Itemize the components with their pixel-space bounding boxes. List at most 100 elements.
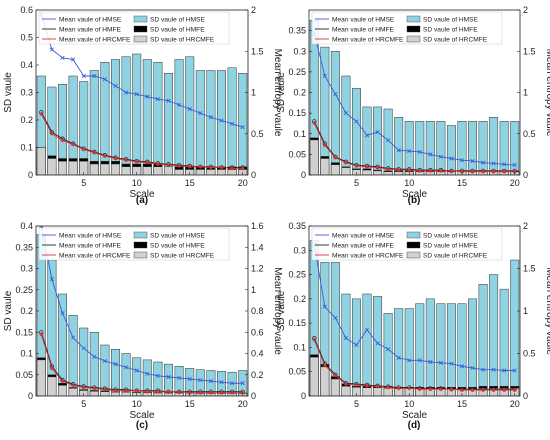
point bbox=[198, 111, 203, 116]
point bbox=[459, 364, 465, 369]
point bbox=[417, 149, 422, 154]
legend-swatch bbox=[406, 25, 421, 33]
x-axis-label: Scale bbox=[402, 410, 427, 421]
bar bbox=[185, 56, 195, 175]
point bbox=[219, 165, 224, 170]
point bbox=[240, 125, 245, 130]
y-tick-label: 0.2 bbox=[293, 294, 306, 304]
point bbox=[71, 383, 76, 388]
legend-label: Mean vaule of HRCMFE bbox=[59, 253, 131, 260]
bar bbox=[89, 163, 99, 175]
bar bbox=[195, 169, 205, 175]
y2-tick-label: 1 bbox=[523, 88, 528, 98]
legend-label: Mean vaule of HMSE bbox=[332, 233, 395, 240]
y2-tick-label: 1 bbox=[251, 88, 256, 98]
bar bbox=[373, 106, 383, 175]
bar bbox=[36, 75, 46, 175]
x-tick-label: 5 bbox=[354, 399, 359, 409]
point bbox=[502, 162, 507, 167]
y2-tick-label: 0 bbox=[523, 170, 528, 180]
bar bbox=[79, 81, 89, 175]
point bbox=[240, 166, 245, 171]
point bbox=[354, 163, 359, 168]
point bbox=[240, 381, 245, 386]
point bbox=[102, 358, 107, 364]
point bbox=[166, 374, 171, 379]
point bbox=[343, 336, 349, 341]
point bbox=[312, 337, 317, 342]
point bbox=[386, 347, 391, 352]
point bbox=[375, 341, 380, 346]
point bbox=[92, 150, 97, 155]
point bbox=[177, 163, 182, 168]
point bbox=[333, 373, 338, 378]
point bbox=[113, 388, 118, 393]
point bbox=[417, 358, 422, 363]
y2-tick-label: 2 bbox=[523, 221, 528, 231]
point bbox=[219, 118, 224, 123]
legend-label: Mean vaule of HRCMFE bbox=[59, 37, 131, 44]
point bbox=[375, 130, 380, 135]
bar bbox=[478, 284, 488, 396]
bar bbox=[362, 293, 372, 396]
legend-label: SD vaule of HMFE bbox=[423, 27, 478, 34]
legend-swatch bbox=[133, 241, 148, 249]
point bbox=[438, 154, 443, 159]
y-axis-label: SD vaule bbox=[276, 72, 287, 113]
bar bbox=[352, 88, 361, 175]
bar bbox=[330, 51, 340, 175]
point bbox=[354, 119, 359, 124]
y-tick-label: 0.1 bbox=[20, 349, 33, 359]
legend-label: Mean vaule of HMFE bbox=[59, 243, 122, 250]
y2-tick-label: 1.4 bbox=[251, 242, 264, 252]
y-tick-label: 0.05 bbox=[288, 149, 306, 159]
y-tick-label: 0.25 bbox=[288, 270, 306, 280]
point bbox=[365, 383, 370, 388]
point bbox=[417, 168, 422, 173]
point bbox=[364, 133, 370, 138]
point bbox=[491, 169, 496, 174]
point bbox=[438, 387, 443, 392]
point bbox=[198, 377, 203, 383]
bar bbox=[142, 59, 152, 175]
legend-swatch bbox=[133, 15, 148, 23]
y-tick-label: 0.6 bbox=[20, 5, 33, 15]
point bbox=[81, 147, 86, 152]
y2-axis-label: Mean entropy vaule bbox=[272, 49, 283, 137]
plot-area bbox=[36, 226, 248, 396]
point bbox=[512, 169, 517, 174]
point bbox=[92, 73, 97, 79]
legend-label: SD vaule of HMSE bbox=[150, 17, 206, 24]
bar bbox=[68, 315, 78, 396]
y2-tick-label: 2 bbox=[251, 5, 256, 15]
point bbox=[386, 138, 391, 143]
bar bbox=[457, 121, 467, 175]
y-tick-label: 0.1 bbox=[293, 129, 306, 139]
point bbox=[365, 164, 370, 169]
x-tick-label: 10 bbox=[404, 399, 414, 409]
y-tick-label: 0.2 bbox=[20, 115, 33, 125]
y2-tick-label: 0.6 bbox=[251, 327, 264, 337]
bar bbox=[341, 386, 351, 396]
bar bbox=[132, 53, 142, 175]
bar bbox=[217, 169, 226, 175]
legend-label: SD vaule of HMFE bbox=[423, 243, 478, 250]
y-tick-label: 0.3 bbox=[20, 264, 33, 274]
plot-area bbox=[309, 240, 520, 396]
bar bbox=[320, 46, 330, 175]
y-tick-label: 0.05 bbox=[15, 370, 33, 380]
point bbox=[407, 358, 412, 363]
legend-label: SD vaule of HMSE bbox=[150, 233, 206, 240]
legend-label: SD vaule of HRCMFE bbox=[150, 37, 215, 44]
y2-tick-label: 1 bbox=[523, 306, 528, 316]
bar bbox=[362, 106, 372, 175]
point bbox=[187, 164, 192, 169]
point bbox=[354, 342, 359, 348]
point bbox=[512, 163, 517, 168]
y-tick-label: 0.3 bbox=[20, 88, 33, 98]
point bbox=[145, 389, 150, 394]
point bbox=[81, 385, 86, 390]
bar bbox=[121, 353, 131, 396]
bar bbox=[362, 169, 372, 175]
